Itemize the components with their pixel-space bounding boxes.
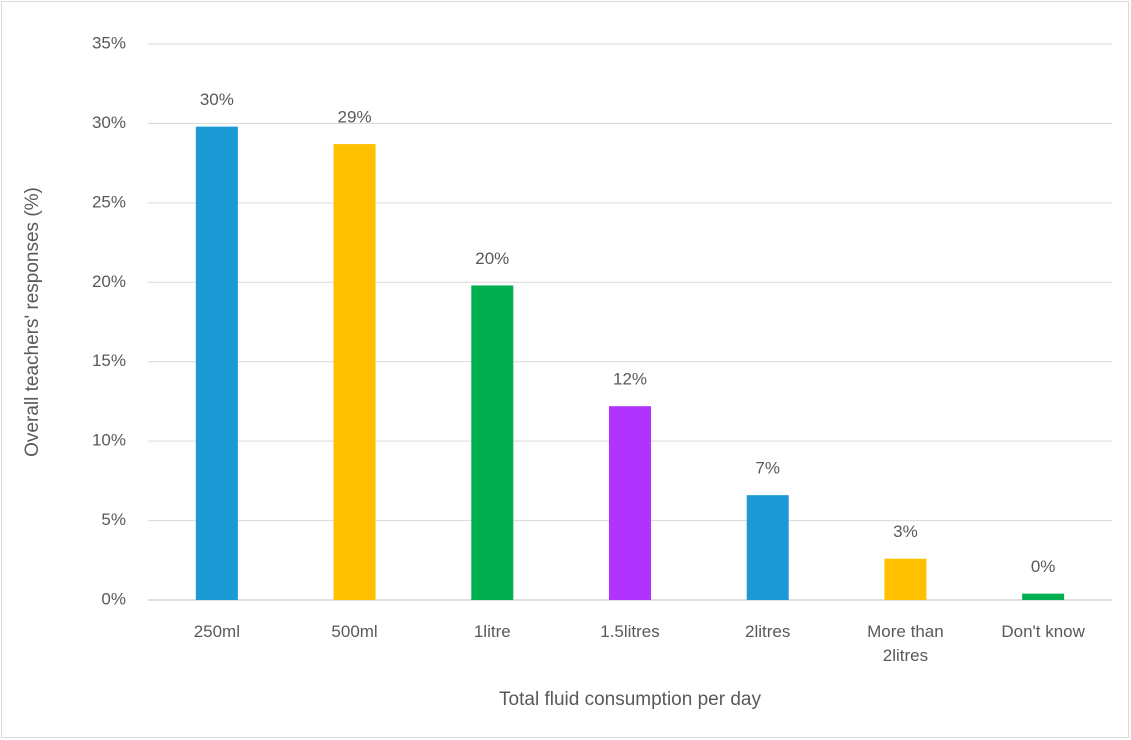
y-tick-label: 15%: [92, 351, 126, 370]
x-tick-label: 500ml: [331, 622, 378, 641]
y-tick-label: 20%: [92, 272, 126, 291]
bar: [471, 285, 514, 600]
value-label: 12%: [613, 370, 647, 389]
bar: [195, 126, 238, 600]
x-tick-label: More than 2litres: [867, 622, 944, 665]
x-tick-label: 250ml: [193, 622, 240, 641]
x-tick-label: 1.5litres: [600, 622, 660, 641]
bar: [333, 144, 376, 600]
x-tick-label: 2litres: [745, 622, 791, 641]
y-tick-label: 5%: [101, 510, 126, 529]
bar: [1022, 593, 1065, 600]
value-label: 29%: [338, 108, 372, 127]
y-tick-label: 30%: [92, 113, 126, 132]
y-tick-label: 25%: [92, 192, 126, 211]
bar: [609, 406, 651, 600]
y-tick-label: 0%: [101, 589, 126, 608]
value-label: 20%: [475, 249, 509, 268]
x-tick-label: 1litre: [473, 622, 511, 641]
x-axis-title: Total fluid consumption per day: [499, 689, 761, 710]
y-axis-title: Overall teachers' responses (%): [22, 187, 43, 457]
bar: [746, 495, 789, 600]
x-tick-label: Don't know: [1001, 622, 1085, 641]
value-label: 7%: [755, 459, 780, 478]
value-label: 3%: [893, 522, 918, 541]
bar: [884, 558, 927, 600]
y-tick-label: 10%: [92, 431, 126, 450]
y-tick-label: 35%: [92, 33, 126, 52]
value-label: 30%: [200, 90, 234, 109]
value-label: 0%: [1031, 557, 1056, 576]
